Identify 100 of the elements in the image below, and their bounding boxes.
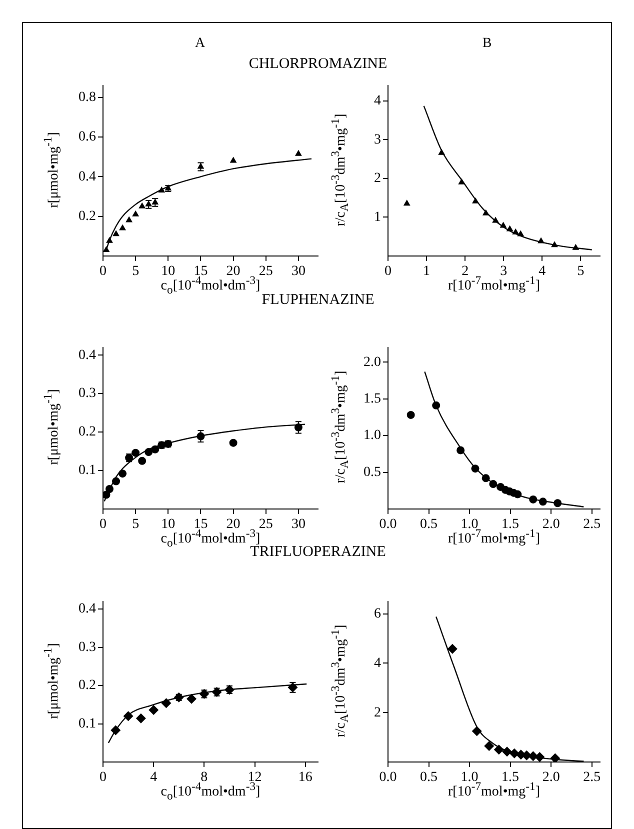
- point: [144, 448, 153, 456]
- line-series: [423, 105, 593, 250]
- y-tick-label: 0.6: [78, 130, 96, 145]
- x-tick-label: 5: [577, 264, 584, 280]
- point: [447, 644, 458, 654]
- point: [494, 744, 504, 755]
- x-tick-label: 20: [226, 517, 240, 532]
- point: [432, 401, 440, 410]
- point: [126, 216, 133, 222]
- x-tick-label: 30: [291, 517, 306, 532]
- point: [123, 711, 134, 722]
- point: [229, 438, 238, 447]
- y-tick-label: 6: [374, 606, 381, 622]
- x-tick-label: 16: [298, 770, 312, 786]
- x-tick-label: 2.0: [542, 517, 560, 532]
- point: [471, 464, 480, 473]
- point: [106, 484, 114, 493]
- x-tick-label: 4: [150, 770, 158, 786]
- y-tick-label: 4: [374, 656, 381, 671]
- point: [538, 498, 547, 506]
- point: [550, 753, 560, 762]
- y-tick-label: 3: [374, 132, 381, 148]
- point: [538, 237, 544, 244]
- point: [132, 448, 140, 457]
- chart-subtitle: B: [482, 36, 492, 52]
- point: [138, 456, 146, 465]
- x-tick-label: 0: [384, 264, 392, 280]
- point: [482, 474, 490, 482]
- x-tick-label: 8: [200, 770, 208, 786]
- x-tick-label: 4: [538, 264, 546, 280]
- x-tick-label: 30: [291, 264, 306, 280]
- point: [482, 209, 490, 216]
- x-tick-label: 0: [100, 770, 106, 786]
- y-tick-label: 1: [374, 210, 381, 225]
- point: [186, 694, 197, 704]
- point: [403, 200, 410, 206]
- point: [406, 410, 415, 419]
- y-tick-label: 1.5: [364, 391, 381, 406]
- point: [502, 746, 512, 757]
- y-tick-label: 4: [374, 94, 381, 109]
- point: [151, 445, 160, 454]
- y-tick-label: 2: [374, 171, 381, 186]
- x-tick-label: 20: [226, 264, 240, 280]
- x-tick-label: 5: [132, 517, 140, 532]
- point: [132, 210, 140, 216]
- y-tick-label: 0.2: [78, 208, 96, 224]
- chart-title: FLUPHENAZINE: [262, 292, 374, 309]
- point: [118, 470, 127, 478]
- point: [103, 490, 110, 499]
- point: [136, 713, 146, 724]
- x-tick-label: 0.5: [420, 517, 438, 532]
- point: [112, 230, 120, 236]
- point: [148, 704, 159, 715]
- y-tick-label: 0.2: [78, 678, 96, 694]
- x-tick-label: 0.0: [379, 517, 397, 532]
- y-tick-label: 2.0: [364, 354, 381, 370]
- point: [158, 186, 166, 193]
- point: [522, 750, 532, 760]
- point: [119, 224, 126, 230]
- y-tick-label: 0.8: [78, 90, 96, 105]
- y-tick-label: 0.3: [78, 386, 96, 402]
- x-tick-label: 2.5: [583, 517, 601, 532]
- chart-subtitle: A: [194, 36, 206, 52]
- point: [517, 230, 524, 236]
- y-tick-label: 2: [374, 705, 381, 720]
- point: [484, 740, 494, 751]
- point: [534, 752, 545, 762]
- point: [472, 726, 482, 736]
- x-tick-label: 5: [132, 264, 140, 280]
- chart-title: CHLORPROMAZINE: [248, 56, 388, 73]
- point: [514, 490, 522, 498]
- point: [489, 480, 498, 488]
- x-tick-label: 2.5: [583, 770, 601, 786]
- x-tick-label: 2.0: [542, 770, 560, 786]
- y-tick-label: 1.0: [364, 428, 381, 444]
- point: [138, 202, 146, 208]
- point: [112, 477, 120, 486]
- y-tick-label: 0.4: [78, 602, 96, 617]
- point: [529, 495, 538, 504]
- point: [161, 698, 172, 708]
- point: [492, 216, 500, 223]
- point: [103, 246, 110, 252]
- point: [500, 222, 507, 228]
- x-tick-label: 0: [100, 517, 106, 532]
- point: [572, 244, 580, 250]
- x-tick-label: 10: [161, 264, 176, 280]
- point: [554, 499, 562, 508]
- y-tick-label: 0.3: [78, 640, 96, 655]
- x-tick-label: 25: [258, 517, 273, 532]
- x-tick-label: 10: [161, 517, 176, 532]
- y-tick-label: 0.5: [364, 464, 381, 480]
- point: [458, 178, 466, 184]
- point: [438, 148, 446, 155]
- x-tick-label: 1: [423, 264, 430, 280]
- y-tick-label: 0.2: [78, 424, 96, 440]
- point: [551, 241, 558, 248]
- point: [512, 228, 520, 234]
- point: [456, 446, 465, 454]
- point: [472, 197, 479, 204]
- y-tick-label: 0.4: [78, 169, 96, 184]
